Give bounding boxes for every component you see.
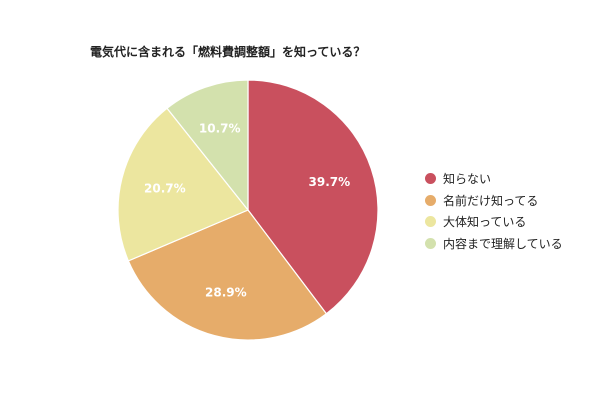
pie-slice [127,209,328,341]
legend: 知らない名前だけ知ってる 大体知っている内容まで理解している [425,168,563,254]
legend-label: 知らない [443,172,492,187]
pie-slice [117,107,249,262]
slice-data-label: 39.7% [309,175,351,189]
legend-swatch [425,173,436,185]
chart-title: 電気代に含まれる「燃料費調整額」を知っている？ [90,45,366,59]
legend-item: 知らない [425,168,563,190]
slice-data-label: 28.9% [205,285,247,299]
legend-swatch [425,216,436,228]
legend-item: 内容まで理解している [425,233,563,255]
legend-label: 名前だけ知ってる [443,193,539,208]
legend-swatch [425,237,436,249]
slice-data-label: 10.7% [199,122,241,136]
slice-data-label: 20.7% [144,181,186,195]
legend-label: 大体知っている [443,215,527,230]
pie-slice [166,79,249,212]
legend-item: 名前だけ知ってる [425,190,563,212]
pie-slice [247,79,379,315]
legend-label: 内容まで理解している [443,236,563,251]
legend-item: 大体知っている [425,211,563,233]
legend-swatch [425,194,436,206]
